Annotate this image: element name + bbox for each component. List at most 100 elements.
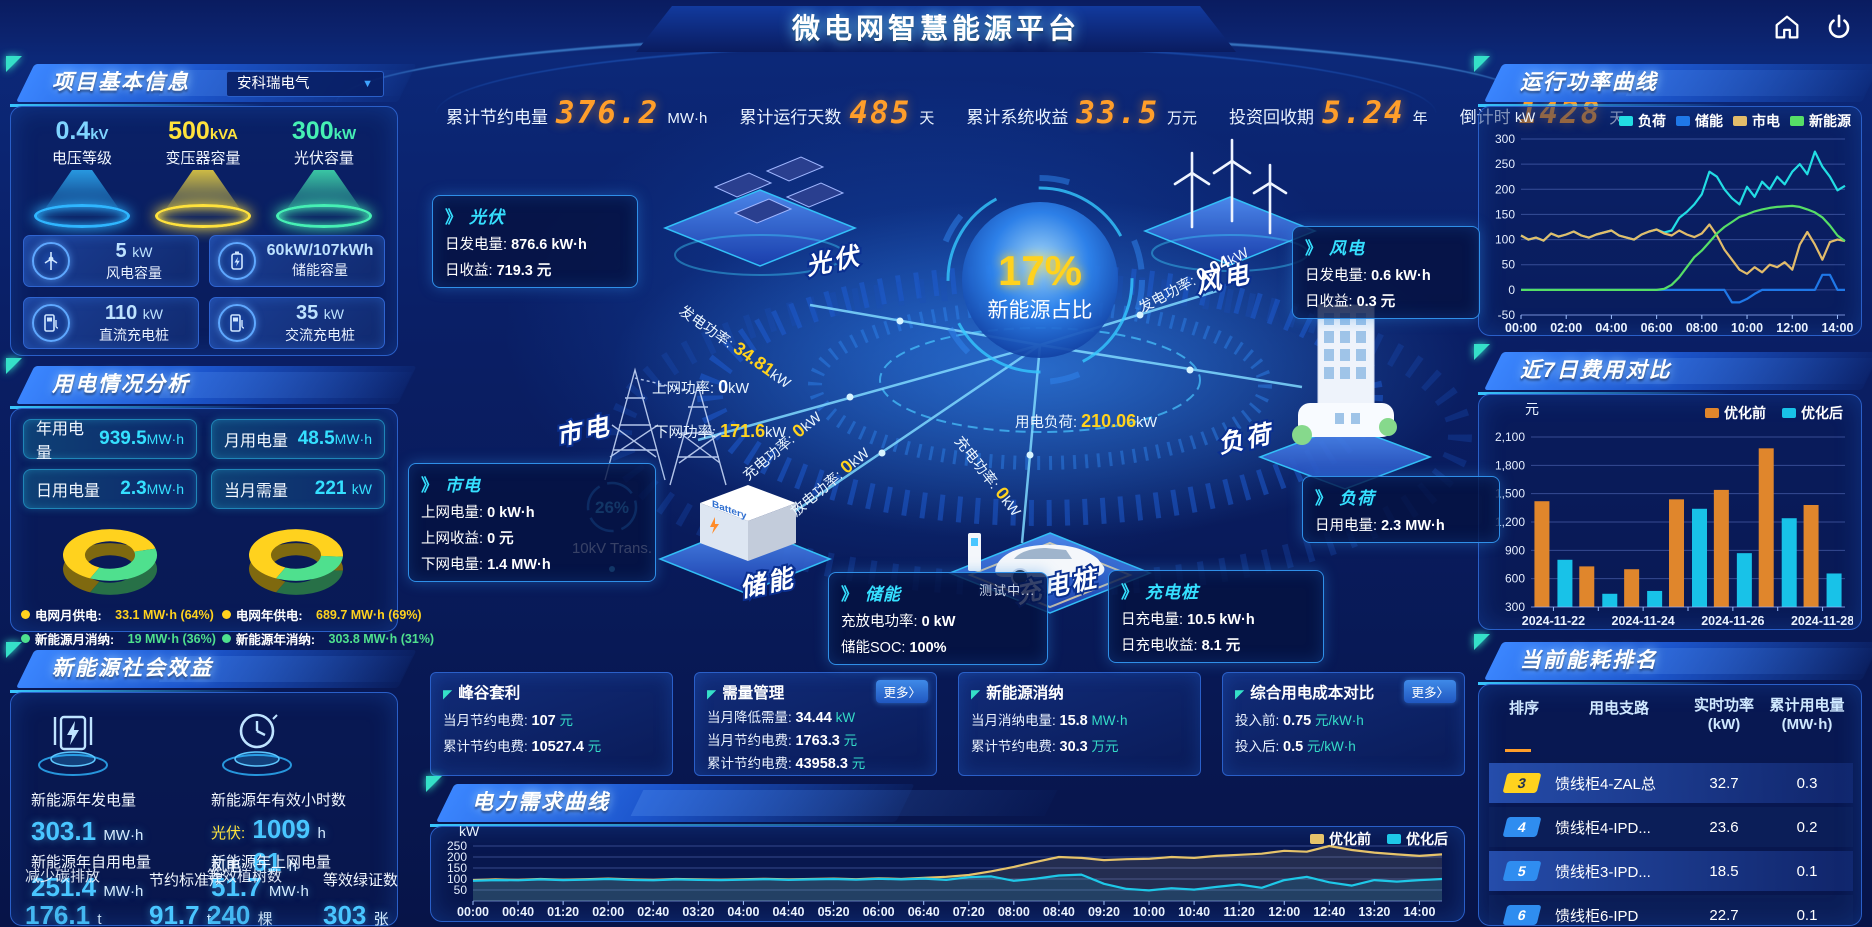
legend-item[interactable]: 优化前 [1310,829,1371,849]
svg-text:13:20: 13:20 [1358,905,1390,919]
legend-item[interactable]: 市电 [1733,111,1780,131]
clock-icon [209,699,305,783]
legend-item[interactable]: 优化后 [1782,403,1843,423]
month-usage-stat: 月用电量 48.5MW·h [211,419,385,459]
panel-header-power-curve: 运行功率曲线 [1474,56,1872,107]
svg-text:03:20: 03:20 [682,905,714,919]
svg-text:200: 200 [1495,182,1515,196]
svg-text:06:00: 06:00 [863,905,895,919]
arrow-icon: 》 [445,208,463,227]
coal-stat: 节约标准煤 91.7 t [149,872,225,927]
legend-item[interactable]: 新能源 [1790,111,1851,131]
power-chart-legend: 负荷 储能 市电 新能源 [1619,111,1851,131]
legend-dot [221,634,231,643]
center-halo [610,200,1470,540]
co2-stat: 减少碳排放 176.1 t [25,868,102,927]
panel-header-ranking: 当前能耗排名 [1474,634,1872,685]
svg-text:08:00: 08:00 [1686,321,1718,335]
cost-more-button[interactable]: 更多〉 [1404,680,1456,703]
self-use-stat: 新能源年自用电量 251.4 MW·h [31,854,152,902]
legend-dot [221,610,231,619]
svg-text:10:00: 10:00 [1133,905,1165,919]
table-row[interactable]: 3 馈线柜4-ZAL总 32.7 0.3 [1489,763,1853,803]
month-donut-legend: 电网月供电: 33.1 MW·h (64%) 新能源月消纳: 19 MW·h (… [21,605,216,653]
svg-text:04:00: 04:00 [1595,321,1627,335]
panel-header-social-benefit: 新能源社会效益 [6,642,417,693]
battery-icon [218,242,256,280]
demand-line-chart: 50 100 150 200 250 00:00 00:40 01:20 02:… [447,839,1443,919]
panel-title: 用电情况分析 [52,373,190,396]
legend-item[interactable]: 优化后 [1387,829,1448,849]
svg-text:2024-11-22: 2024-11-22 [1522,614,1585,628]
legend-item[interactable]: 优化前 [1705,403,1766,423]
corner-deco-icon [6,358,22,374]
svg-text:04:00: 04:00 [727,905,759,919]
demand-chart-legend: 优化前 优化后 [1310,829,1448,849]
svg-text:300: 300 [1505,600,1525,614]
table-row[interactable]: 6 馈线柜6-IPD 22.7 0.1 [1489,895,1853,925]
svg-text:10:00: 10:00 [1731,321,1763,335]
svg-text:06:00: 06:00 [1641,321,1673,335]
svg-text:100: 100 [1495,233,1515,247]
storage-callout: 》储能 测试中... 充放电功率: 0 kW 储能SOC: 100% [828,572,1048,665]
home-icon[interactable] [1772,12,1802,42]
storage-node: Battery [657,485,833,594]
panel-title: 电力需求曲线 [472,791,610,814]
svg-text:2024-11-28: 2024-11-28 [1791,614,1853,628]
svg-text:06:40: 06:40 [908,905,940,919]
dc-charger-icon [32,304,70,342]
legend-item[interactable]: 储能 [1676,111,1723,131]
demand-mgmt-card: ◤ 需量管理 更多〉 当月降低需量: 34.44 kW 当月节约电费: 1763.… [694,672,937,776]
load-callout: 》负荷 日用电量: 2.3 MW·h [1302,476,1500,543]
svg-text:1,200: 1,200 [1495,515,1525,529]
storage-capacity-card: 60kW/107kWh 储能容量 [209,235,385,287]
year-energy-donut-chart [249,529,343,595]
y-axis-unit: 元 [1525,401,1539,417]
annual-hours-stat: 新能源年有效小时数 光伏: 1009 h 风电: 61 h [211,792,347,877]
svg-text:11:20: 11:20 [1224,905,1255,919]
corner-deco-icon [6,56,22,72]
table-row[interactable]: 5 馈线柜3-IPD... 18.5 0.1 [1489,851,1853,891]
company-select[interactable]: 安科瑞电气 ▼ [226,71,384,97]
cost-compare-card: ◤ 综合用电成本对比 更多〉 投入前: 0.75 元/kW·h 投入后: 0.5 … [1222,672,1465,776]
green-cert-stat: 等效绿证数 303 张 [323,872,399,927]
table-row[interactable]: 4 馈线柜4-IPD... 23.6 0.2 [1489,807,1853,847]
svg-text:14:00: 14:00 [1821,321,1853,335]
y-axis-unit: kW [1515,109,1536,125]
panel-title: 项目基本信息 [52,71,190,94]
panel-title: 运行功率曲线 [1520,71,1658,94]
top-bar: 〰 〰 微电网智慧能源平台 [0,0,1872,58]
pv-node [662,156,858,276]
power-icon[interactable] [1824,12,1854,42]
card-bullet-icon: ◤ [1235,687,1245,701]
energy-flow-diagram: 光伏 风电 市电 Battery 储能 [551,138,1472,614]
card-bullet-icon: ◤ [971,687,981,701]
rank-badge: 5 [1502,861,1542,881]
svg-text:10:40: 10:40 [1178,905,1210,919]
generator-icon [25,699,121,783]
flow-load: 用电负荷: 210.06kW [1015,411,1157,431]
grid-node [604,367,727,486]
renewable-consumption-card: ◤ 新能源消纳 当月消纳电量: 15.8 MW·h 累计节约电费: 30.3 万元 [958,672,1201,776]
renewable-pct-value: 17% [998,247,1082,294]
svg-text:00:00: 00:00 [457,905,489,919]
svg-text:150: 150 [447,861,467,875]
svg-text:150: 150 [1495,207,1515,221]
svg-text:01:20: 01:20 [547,905,579,919]
svg-text:200: 200 [447,850,467,864]
svg-text:12:00: 12:00 [1776,321,1808,335]
month-energy-donut-chart [63,529,157,595]
demand-more-button[interactable]: 更多〉 [876,680,928,703]
wind-turbine-icon [32,242,70,280]
panel-power-usage: 年用电量 939.5MW·h 月用电量 48.5MW·h 日用电量 2.3MW·h 当… [10,408,434,647]
svg-text:1,500: 1,500 [1495,487,1525,501]
corner-deco-icon [426,776,442,792]
beam-dots [846,311,1194,459]
svg-text:2024-11-26: 2024-11-26 [1701,614,1764,628]
load-node [1257,304,1433,490]
light-cone [161,170,245,216]
svg-text:14:00: 14:00 [1403,905,1435,919]
legend-item[interactable]: 负荷 [1619,111,1666,131]
panel-header-project-info: 项目基本信息 安科瑞电气 ▼ [6,56,417,107]
svg-text:04:40: 04:40 [772,905,804,919]
